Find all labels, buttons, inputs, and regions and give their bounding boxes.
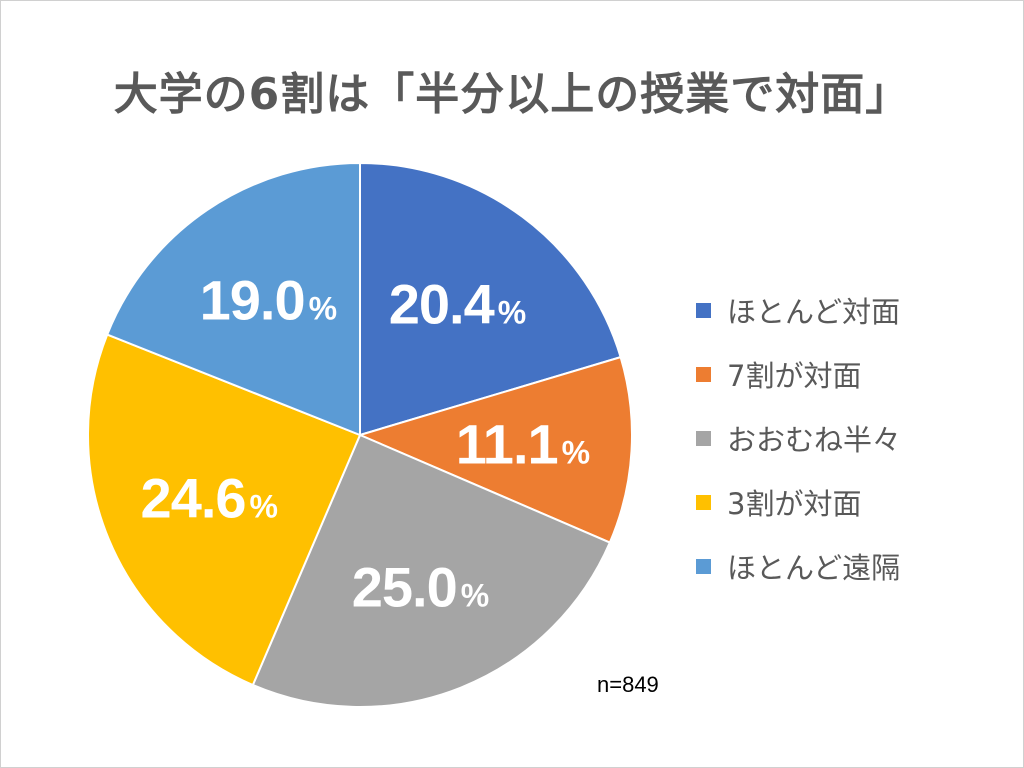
legend: ほとんど対面 7割が対面おおむね半々 3割が対面ほとんど遠隔	[696, 278, 901, 598]
pie-slice-5	[105, 161, 361, 437]
pie-slice-1	[359, 161, 622, 437]
pie-slice-2	[357, 355, 633, 544]
legend-swatch	[696, 558, 711, 574]
slice-unit: %	[249, 488, 279, 525]
slice-value: 24.6	[140, 466, 247, 530]
pie-slice-3	[251, 433, 612, 708]
legend-label: ほとんど対面	[727, 295, 901, 329]
slice-label-1: 20.4%	[389, 272, 526, 337]
legend-item-5: ほとんど遠隔	[696, 534, 901, 598]
slice-unit: %	[497, 294, 527, 331]
legend-swatch	[696, 430, 711, 446]
pie-slice-4	[87, 333, 362, 687]
legend-label: 7割が対面	[727, 359, 862, 393]
legend-item-4: 3割が対面	[696, 470, 901, 534]
slice-value: 20.4	[388, 272, 495, 336]
chart-title: 大学の6割は「半分以上の授業で対面」	[113, 69, 911, 120]
legend-swatch	[696, 366, 711, 382]
slice-label-4: 24.6%	[141, 465, 278, 530]
legend-swatch	[696, 302, 711, 318]
legend-label: 3割が対面	[727, 487, 862, 521]
legend-label: おおむね半々	[727, 423, 902, 457]
slice-unit: %	[561, 434, 591, 471]
slice-label-2: 11.1%	[456, 412, 590, 477]
legend-item-2: 7割が対面	[696, 342, 901, 406]
slice-unit: %	[460, 577, 490, 614]
legend-item-3: おおむね半々	[696, 406, 901, 470]
slice-value: 25.0	[351, 555, 458, 619]
slice-label-5: 19.0%	[200, 267, 337, 332]
slice-value: 19.0	[199, 268, 306, 332]
legend-label: ほとんど遠隔	[727, 551, 901, 585]
slice-label-3: 25.0%	[352, 554, 489, 619]
legend-item-1: ほとんど対面	[696, 278, 901, 342]
sample-size-note: n=849	[597, 672, 659, 697]
slice-value: 11.1	[455, 412, 559, 476]
legend-swatch	[696, 494, 711, 510]
slice-unit: %	[308, 290, 338, 327]
